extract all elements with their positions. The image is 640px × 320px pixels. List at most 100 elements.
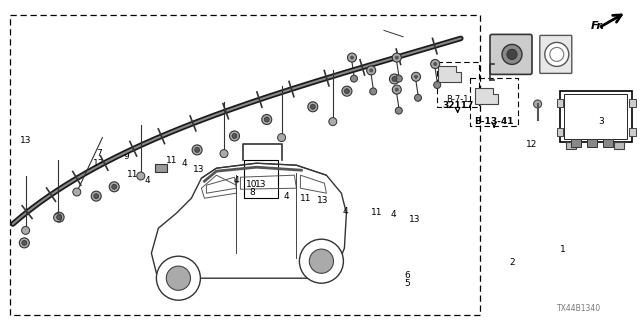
Circle shape [433, 62, 437, 66]
Text: 4: 4 [284, 192, 289, 201]
Text: 3: 3 [599, 117, 604, 126]
Text: 1: 1 [561, 245, 566, 254]
Polygon shape [475, 88, 498, 104]
Bar [557, 99, 563, 107]
Bar [10, 15, 480, 315]
Text: 4: 4 [234, 176, 239, 185]
Circle shape [395, 56, 399, 60]
Text: B-7-1: B-7-1 [446, 95, 469, 104]
Bar [566, 142, 576, 149]
Bar [629, 99, 636, 107]
Circle shape [192, 145, 202, 155]
Text: Fr.: Fr. [591, 21, 605, 31]
Circle shape [92, 191, 101, 201]
Circle shape [309, 249, 333, 273]
Text: 9: 9 [124, 152, 129, 161]
Circle shape [370, 88, 377, 95]
Text: 8: 8 [250, 188, 255, 196]
Text: 13: 13 [317, 196, 329, 204]
Bar [560, 91, 632, 142]
Text: 4: 4 [145, 176, 150, 185]
Circle shape [367, 66, 376, 75]
Text: 4: 4 [182, 159, 187, 168]
Text: 11: 11 [300, 194, 311, 203]
Circle shape [342, 86, 352, 96]
Circle shape [300, 239, 344, 283]
Circle shape [392, 85, 401, 94]
Bar [587, 139, 597, 147]
Text: 13: 13 [193, 165, 204, 174]
Bar [564, 94, 627, 139]
Text: 11: 11 [127, 170, 138, 179]
Text: 2: 2 [509, 258, 515, 267]
Circle shape [344, 89, 349, 94]
Text: 13: 13 [255, 180, 267, 188]
Circle shape [412, 72, 420, 81]
Text: 13: 13 [93, 159, 105, 168]
Circle shape [502, 44, 522, 64]
Bar [571, 139, 581, 147]
Circle shape [415, 94, 422, 101]
Circle shape [308, 102, 318, 112]
Text: 10: 10 [246, 180, 258, 188]
Circle shape [390, 74, 399, 84]
Circle shape [112, 184, 116, 189]
Bar [603, 139, 613, 147]
Circle shape [431, 60, 440, 68]
Text: B-13-41: B-13-41 [474, 117, 514, 126]
Bar [470, 78, 518, 126]
Circle shape [22, 227, 29, 234]
Text: 7: 7 [97, 149, 102, 158]
Bar [156, 164, 167, 172]
Bar [557, 128, 563, 136]
Text: 13: 13 [409, 215, 420, 224]
Bar [614, 142, 624, 149]
Circle shape [396, 107, 403, 114]
Bar [437, 62, 479, 107]
Circle shape [348, 53, 356, 62]
Circle shape [230, 131, 239, 141]
Circle shape [396, 75, 403, 82]
Text: 11: 11 [371, 208, 382, 217]
Circle shape [534, 100, 541, 108]
Circle shape [262, 115, 272, 124]
Circle shape [507, 49, 517, 60]
Text: 4: 4 [391, 210, 396, 219]
Circle shape [310, 104, 316, 109]
Circle shape [351, 75, 358, 82]
Circle shape [329, 118, 337, 126]
Circle shape [166, 266, 191, 290]
Circle shape [395, 88, 399, 92]
Bar [629, 128, 636, 136]
Bar [244, 160, 278, 198]
FancyBboxPatch shape [490, 35, 532, 75]
Circle shape [56, 215, 61, 220]
Circle shape [350, 56, 354, 60]
Circle shape [369, 68, 373, 72]
Circle shape [545, 43, 569, 67]
Circle shape [434, 82, 441, 89]
Circle shape [137, 172, 145, 180]
Circle shape [414, 75, 418, 79]
Text: 6: 6 [404, 271, 410, 280]
Polygon shape [438, 66, 461, 82]
Circle shape [156, 256, 200, 300]
Text: 32117: 32117 [442, 101, 474, 110]
Circle shape [278, 134, 285, 141]
Circle shape [195, 148, 200, 152]
Text: 13: 13 [20, 136, 31, 145]
Text: TX44B1340: TX44B1340 [557, 304, 601, 313]
Text: 5: 5 [404, 279, 410, 288]
Circle shape [232, 133, 237, 139]
Circle shape [73, 188, 81, 196]
Circle shape [54, 212, 64, 222]
Circle shape [93, 194, 99, 199]
Circle shape [220, 150, 228, 158]
Circle shape [22, 240, 27, 245]
Circle shape [392, 76, 397, 82]
Circle shape [19, 238, 29, 248]
FancyBboxPatch shape [540, 36, 572, 73]
Text: 12: 12 [525, 140, 537, 148]
Text: 4: 4 [343, 207, 348, 216]
Circle shape [54, 214, 61, 222]
